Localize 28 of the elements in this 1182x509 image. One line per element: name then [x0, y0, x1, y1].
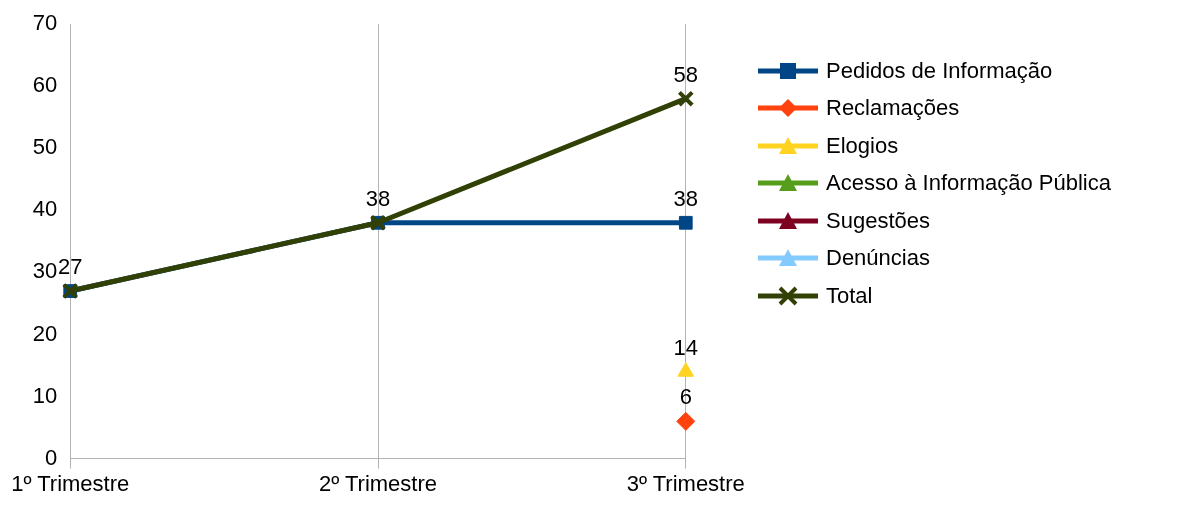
legend-label: Elogios: [826, 132, 899, 159]
y-tick-label: 50: [32, 134, 58, 160]
data-label: 38: [673, 185, 699, 211]
y-tick-label: 0: [44, 444, 58, 470]
legend-label: Denúncias: [826, 245, 930, 272]
legend-label: Acesso à Informação Pública: [826, 170, 1111, 197]
x-tick-label: 3º Trimestre: [626, 470, 745, 496]
y-tick-label: 30: [32, 258, 58, 284]
point: [677, 362, 695, 377]
x-tick-label: 1º Trimestre: [11, 470, 130, 496]
legend-label: Sugestões: [826, 207, 930, 234]
data-label: 58: [673, 61, 699, 87]
data-label: 27: [57, 254, 83, 280]
data-label: 38: [365, 185, 391, 211]
y-tick-label: 60: [32, 72, 58, 98]
point: [677, 90, 695, 108]
x-tick-label: 2º Trimestre: [318, 470, 438, 496]
y-tick-label: 40: [32, 196, 58, 222]
y-tick-label: 10: [32, 382, 58, 408]
point: [676, 411, 696, 431]
data-label: 6: [679, 384, 692, 410]
point: [678, 215, 693, 230]
y-tick-label: 70: [32, 10, 58, 36]
legend-label: Reclamações: [826, 95, 960, 122]
legend-label: Total: [826, 282, 873, 309]
y-tick-label: 20: [32, 320, 58, 346]
legend-label: Pedidos de Informação: [826, 57, 1053, 84]
data-label: 14: [673, 334, 699, 360]
